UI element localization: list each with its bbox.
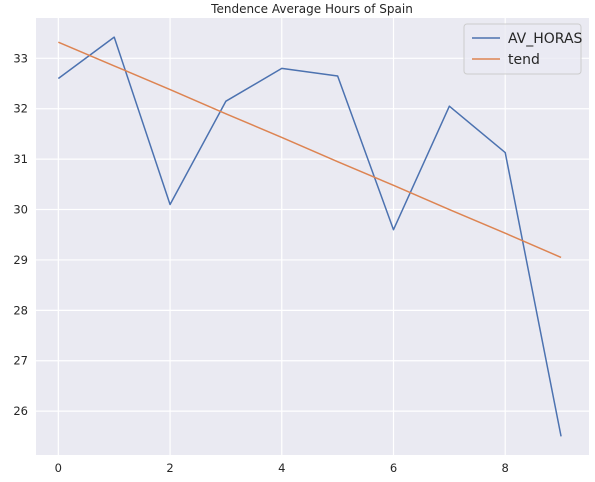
legend-label: AV_HORAS: [508, 31, 583, 47]
y-tick-label: 26: [13, 404, 28, 418]
y-tick-label: 32: [13, 102, 28, 116]
series-line-tend: [58, 41, 562, 259]
chart-title: Tendence Average Hours of Spain: [210, 2, 413, 16]
plot-background: [36, 18, 589, 455]
x-tick-label: 0: [55, 461, 62, 475]
x-tick-label: 2: [166, 461, 173, 475]
y-tick-label: 31: [13, 152, 28, 166]
x-axis-ticks: 0 2 4 6 8: [55, 461, 509, 475]
legend-box: [463, 23, 582, 75]
y-tick-label: 30: [13, 203, 28, 217]
y-tick-label: 28: [13, 303, 28, 317]
y-tick-label: 33: [13, 51, 28, 65]
legend-label: tend: [508, 52, 540, 68]
x-tick-label: 4: [278, 461, 285, 475]
x-tick-label: 8: [502, 461, 509, 475]
x-tick-label: 6: [390, 461, 397, 475]
y-tick-label: 27: [13, 354, 28, 368]
series-layer: [57, 36, 562, 437]
series-line-av-horas: [57, 36, 562, 437]
y-tick-label: 29: [13, 253, 28, 267]
y-axis-ticks: 26 27 28 29 30 31 32 33: [13, 51, 28, 418]
